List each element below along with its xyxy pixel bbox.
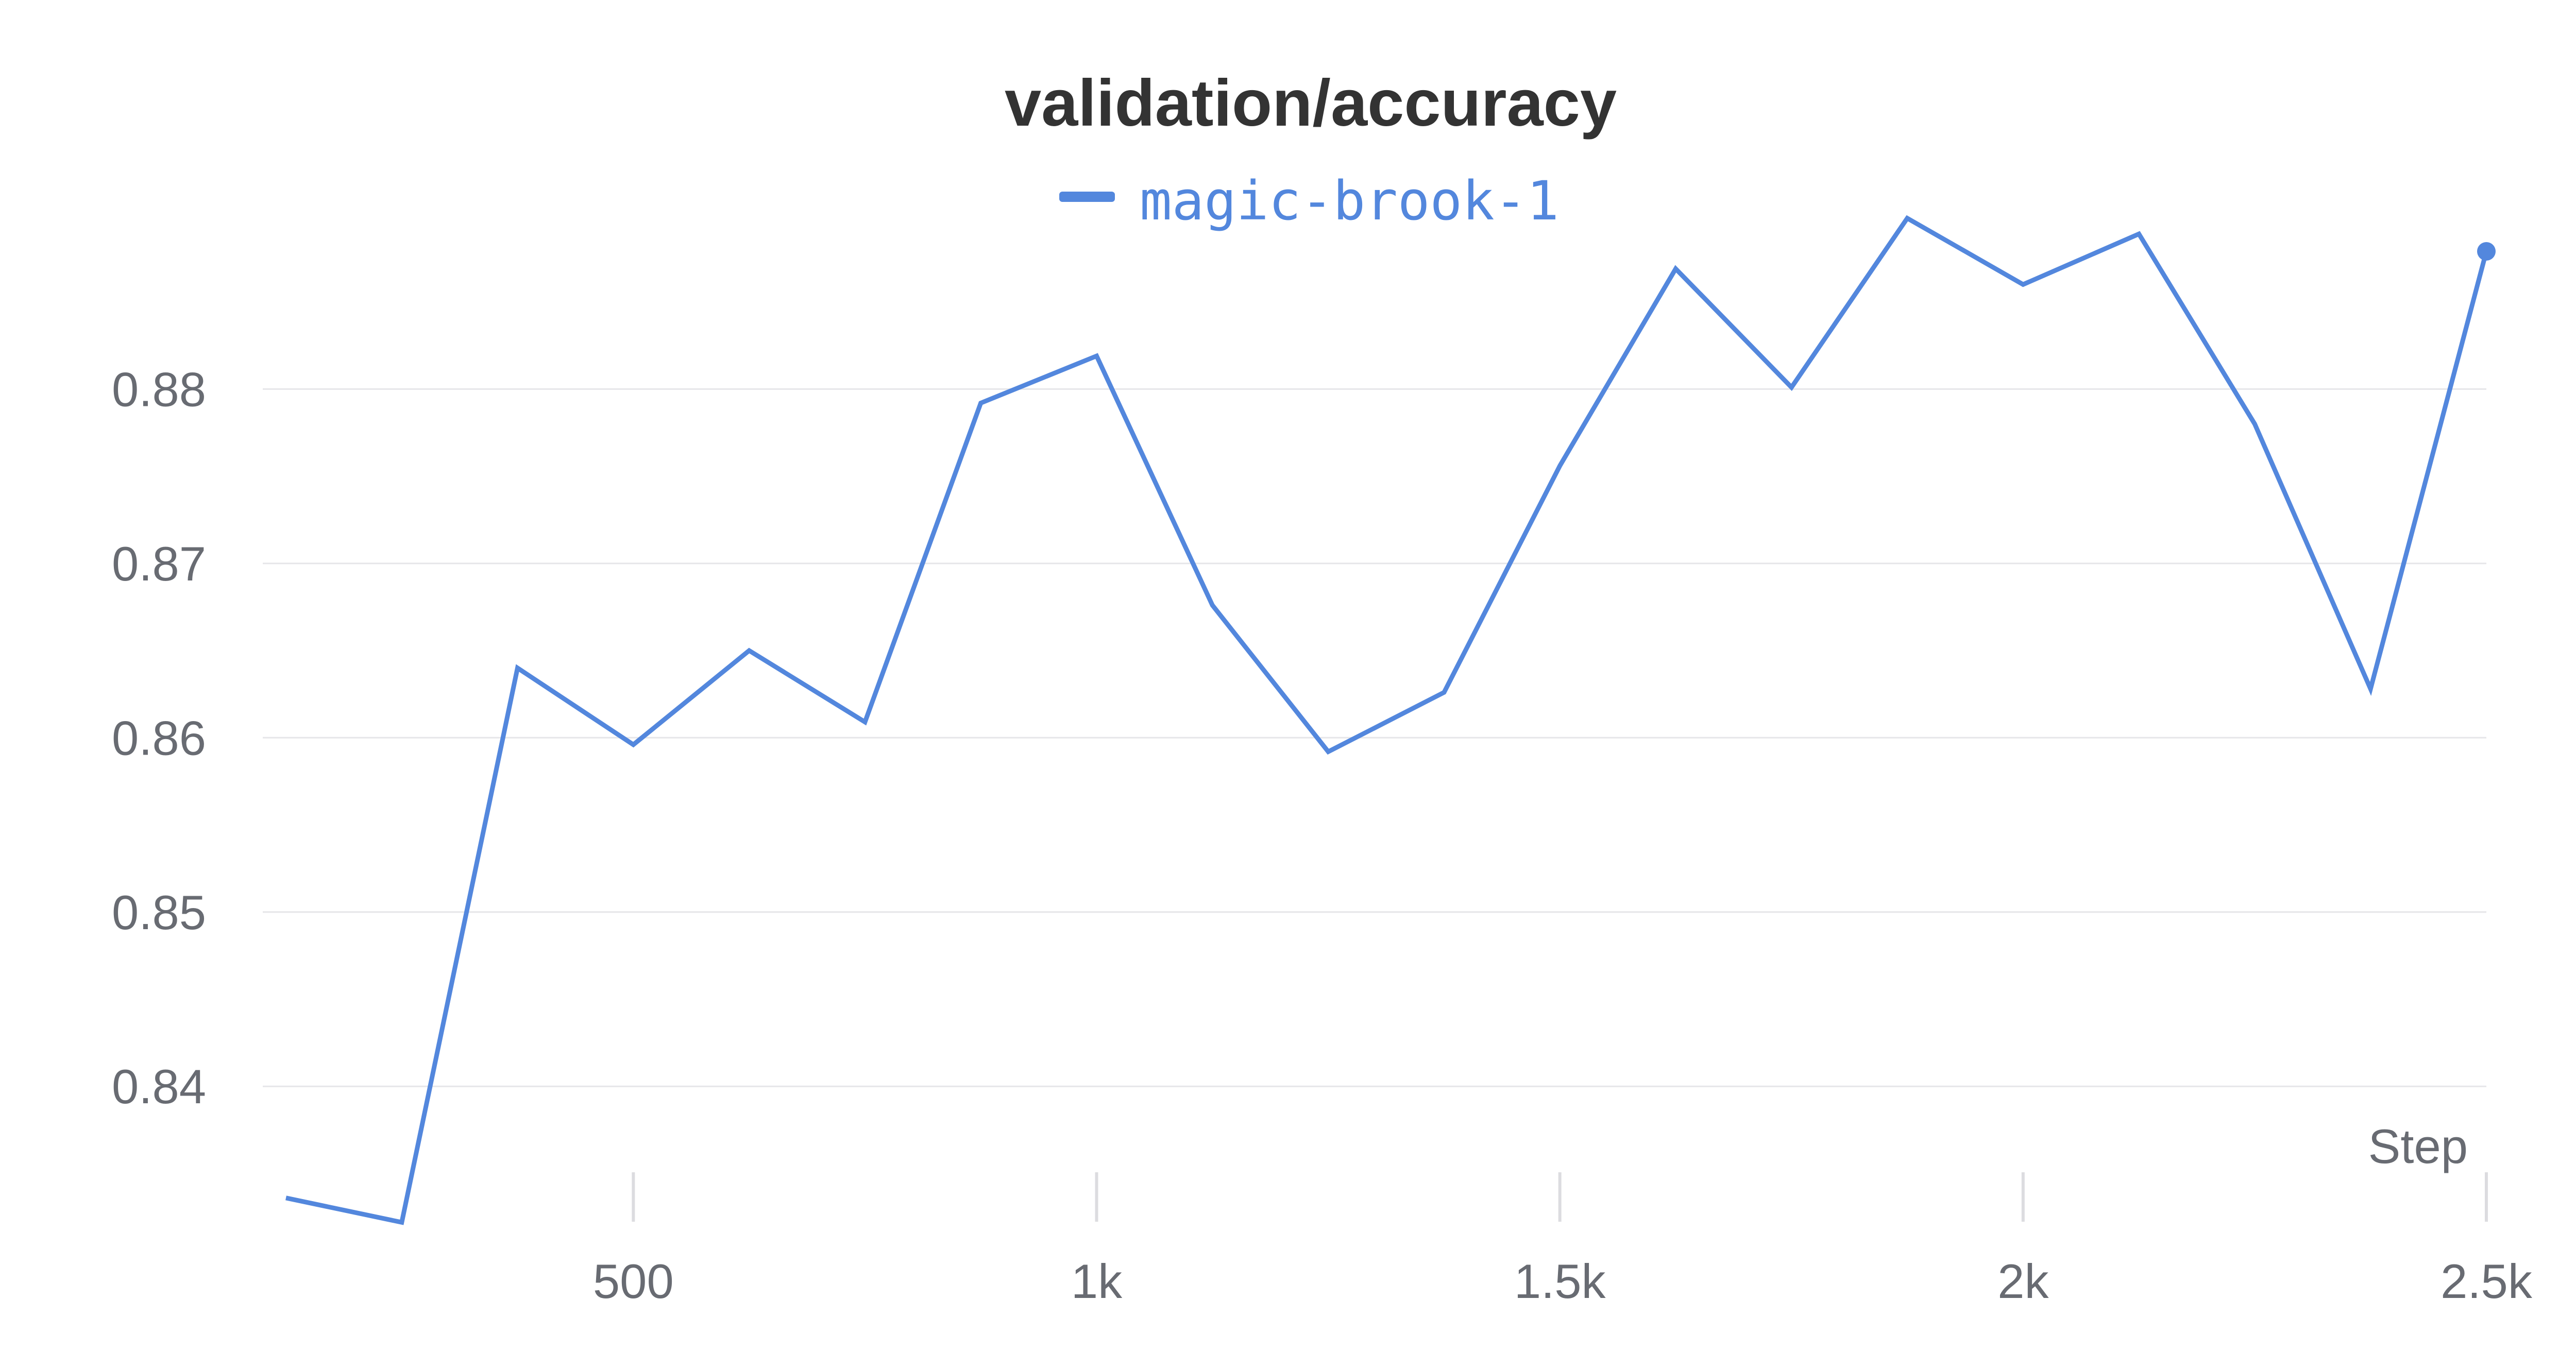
data-point[interactable] — [976, 398, 986, 408]
y-tick-label: 0.85 — [112, 885, 206, 939]
legend-label-magic-brook-1: magic-brook-1 — [1140, 169, 1559, 232]
y-tick-label: 0.88 — [112, 362, 206, 416]
data-point[interactable] — [2134, 229, 2144, 239]
legend-swatch — [1059, 192, 1115, 202]
data-point[interactable] — [2249, 419, 2260, 429]
grid-lines — [263, 388, 2486, 1087]
series-line-magic-brook-1[interactable] — [285, 215, 2489, 1225]
data-point[interactable] — [2018, 279, 2028, 289]
data-point[interactable] — [1439, 687, 1449, 697]
data-point[interactable] — [744, 645, 754, 656]
data-point[interactable] — [1902, 213, 1912, 224]
data-point[interactable] — [1207, 600, 1217, 610]
data-point[interactable] — [1786, 382, 1797, 392]
x-tick-label: 500 — [593, 1254, 674, 1308]
data-point[interactable] — [2365, 684, 2376, 694]
x-tick-label: 1.5k — [1514, 1254, 1606, 1308]
x-axis-label: Step — [2368, 1119, 2468, 1173]
data-point[interactable] — [1092, 351, 1102, 361]
y-axis-tick-labels: 0.84 0.85 0.86 0.87 0.88 — [112, 362, 206, 1114]
data-point[interactable] — [1670, 264, 1681, 274]
data-point[interactable] — [513, 663, 523, 673]
y-tick-label: 0.87 — [112, 537, 206, 591]
legend[interactable]: magic-brook-1 — [1059, 169, 1559, 232]
chart-title: validation/accuracy — [1005, 66, 1617, 140]
x-tick-label: 2k — [1997, 1254, 2049, 1308]
data-point[interactable] — [1555, 460, 1565, 471]
data-point[interactable] — [397, 1217, 407, 1227]
data-point[interactable] — [1323, 746, 1333, 757]
x-axis-tick-labels: 500 1k 1.5k 2k 2.5k — [593, 1254, 2533, 1308]
data-point[interactable] — [628, 740, 638, 750]
y-tick-label: 0.86 — [112, 711, 206, 765]
series-lines — [281, 213, 2496, 1227]
data-point[interactable] — [860, 717, 870, 727]
y-tick-label: 0.84 — [112, 1059, 206, 1114]
x-tick-label: 2.5k — [2441, 1254, 2533, 1308]
x-axis-ticks — [632, 1172, 2488, 1222]
x-tick-label: 1k — [1071, 1254, 1123, 1308]
last-data-point[interactable] — [2477, 242, 2496, 261]
data-point[interactable] — [281, 1193, 291, 1203]
